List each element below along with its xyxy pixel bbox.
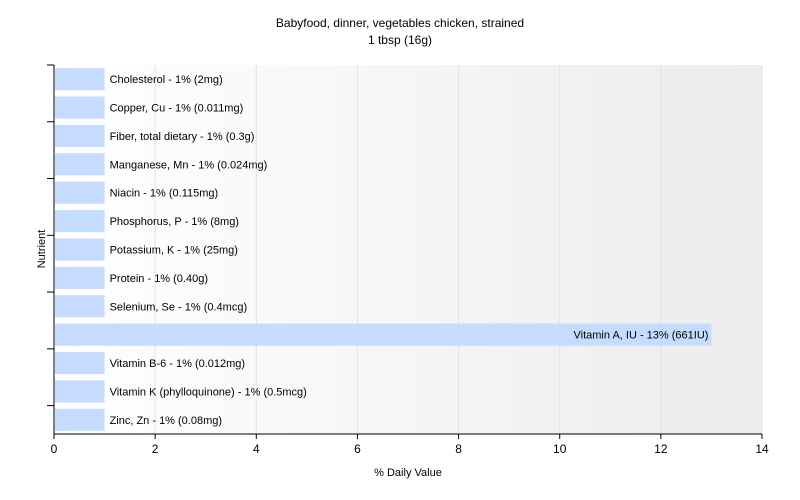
bar [55, 210, 105, 233]
bar [55, 238, 105, 261]
y-axis-label: Nutrient [36, 230, 48, 269]
x-tick-label: 12 [654, 442, 668, 456]
bars: Cholesterol - 1% (2mg) Copper, Cu - 1% (0… [55, 68, 712, 431]
bar [55, 124, 105, 148]
x-axis-label: % Daily Value [374, 467, 442, 479]
chart-title: Babyfood, dinner, vegetables chicken, st… [276, 16, 524, 30]
bar-data-label: Cholesterol - 1% (2mg) [110, 74, 223, 86]
bar-data-label: Fiber, total dietary - 1% (0.3g) [110, 131, 255, 143]
chart-subtitle: 1 tbsp (16g) [368, 33, 432, 47]
bar-data-label: Potassium, K - 1% (25mg) [110, 245, 238, 257]
bar [55, 266, 105, 289]
bar-data-label: Zinc, Zn - 1% (0.08mg) [110, 415, 222, 427]
bar [55, 408, 105, 431]
bar-data-label: Vitamin B-6 - 1% (0.012mg) [110, 358, 246, 370]
bar [55, 295, 105, 318]
x-tick-label: 4 [253, 442, 260, 456]
bar [55, 351, 105, 375]
plot-area [54, 65, 762, 434]
bar [55, 380, 105, 403]
bar-data-label: Selenium, Se - 1% (0.4mcg) [110, 301, 248, 313]
x-tick-label: 10 [553, 442, 567, 456]
x-tick-label: 2 [152, 442, 159, 456]
x-tick-label: 14 [755, 442, 769, 456]
bar [55, 96, 105, 119]
x-tick-label: 0 [51, 442, 58, 456]
bar [55, 181, 105, 204]
bar [55, 68, 105, 91]
grid-lines [154, 65, 763, 434]
bar-data-label: Protein - 1% (0.40g) [110, 273, 208, 285]
bar [55, 153, 105, 176]
axes: 0 2 4 6 8 10 12 14 [47, 64, 769, 456]
bar-data-label: Niacin - 1% (0.115mg) [110, 188, 219, 200]
bar-data-label: Manganese, Mn - 1% (0.024mg) [110, 159, 268, 171]
x-tick-label: 8 [455, 442, 462, 456]
bar-data-label: Vitamin K (phylloquinone) - 1% (0.5mcg) [110, 386, 307, 398]
bar-data-label: Phosphorus, P - 1% (8mg) [110, 216, 239, 228]
x-tick-label: 6 [354, 442, 361, 456]
bar [55, 323, 712, 346]
bar-data-label: Vitamin A, IU - 13% (661IU) [574, 330, 709, 342]
bar-data-label: Copper, Cu - 1% (0.011mg) [110, 103, 244, 115]
